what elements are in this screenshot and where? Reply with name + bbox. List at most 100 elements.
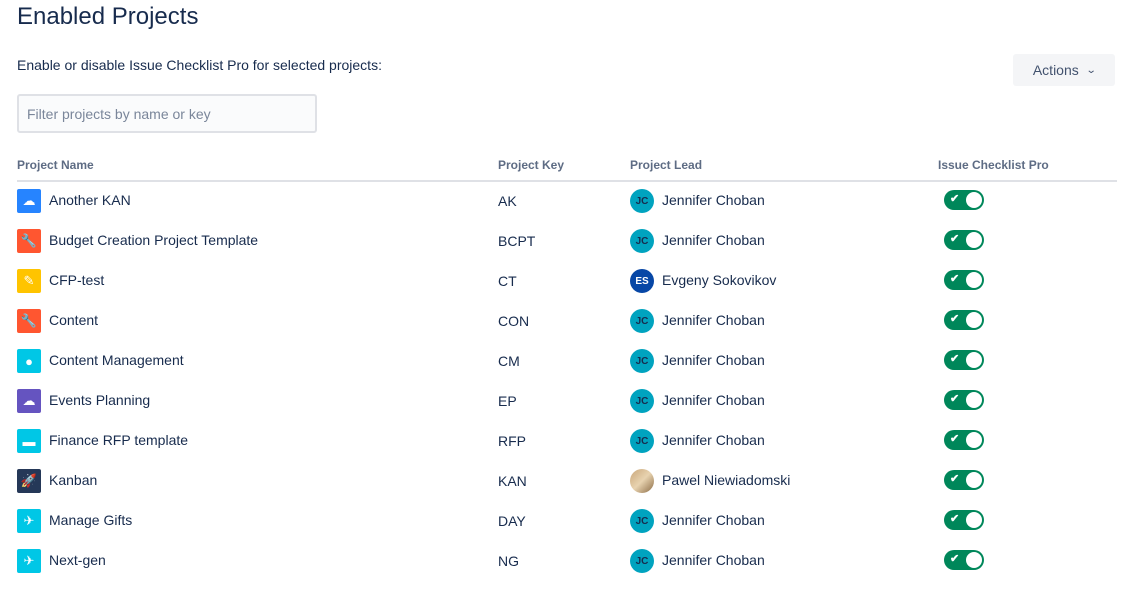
project-lead: Jennifer Choban	[662, 232, 765, 248]
plane-icon: ✈	[17, 509, 41, 533]
project-name[interactable]: Budget Creation Project Template	[49, 232, 259, 248]
avatar: JC	[630, 549, 654, 573]
check-icon: ✔	[950, 353, 960, 365]
toggle-knob	[966, 232, 982, 248]
toggle-knob	[966, 552, 982, 568]
project-name[interactable]: Content	[49, 312, 99, 328]
battery-icon: ▬	[17, 429, 41, 453]
toggle-knob	[966, 352, 982, 368]
header-project-lead: Project Lead	[630, 158, 703, 172]
avatar: JC	[630, 189, 654, 213]
table-row: ● Content Management CM JC Jennifer Chob…	[17, 340, 1117, 380]
storm-cloud-icon: ☁	[17, 389, 41, 413]
check-icon: ✔	[950, 473, 960, 485]
header-issue-checklist-pro: Issue Checklist Pro	[938, 158, 1049, 172]
project-lead: Evgeny Sokovikov	[662, 272, 777, 288]
toggle-knob	[966, 272, 982, 288]
project-name[interactable]: Next-gen	[49, 552, 106, 568]
toggle-knob	[966, 472, 982, 488]
table-row: ✈ Manage Gifts DAY JC Jennifer Choban ✔	[17, 500, 1117, 540]
table-row: 🚀 Kanban KAN Pawel Niewiadomski ✔	[17, 460, 1117, 500]
project-lead: Jennifer Choban	[662, 352, 765, 368]
issue-checklist-toggle[interactable]: ✔	[944, 190, 984, 210]
wrench-icon: 🔧	[17, 229, 41, 253]
project-name[interactable]: Events Planning	[49, 392, 151, 408]
avatar: JC	[630, 309, 654, 333]
table-row: ☁ Another KAN AK JC Jennifer Choban ✔	[17, 180, 1117, 220]
project-name[interactable]: CFP-test	[49, 272, 105, 288]
robot-icon: ●	[17, 349, 41, 373]
project-key: BCPT	[498, 233, 536, 249]
issue-checklist-toggle[interactable]: ✔	[944, 350, 984, 370]
actions-label: Actions	[1032, 62, 1079, 78]
project-lead: Jennifer Choban	[662, 392, 765, 408]
avatar: JC	[630, 349, 654, 373]
issue-checklist-toggle[interactable]: ✔	[944, 510, 984, 530]
project-lead: Pawel Niewiadomski	[662, 472, 791, 488]
avatar: JC	[630, 229, 654, 253]
project-lead: Jennifer Choban	[662, 512, 765, 528]
project-name[interactable]: Another KAN	[49, 192, 131, 208]
table-row: ☁ Events Planning EP JC Jennifer Choban …	[17, 380, 1117, 420]
project-key: DAY	[498, 513, 526, 529]
check-icon: ✔	[950, 273, 960, 285]
check-icon: ✔	[950, 513, 960, 525]
table-row: ✎ CFP-test CT ES Evgeny Sokovikov ✔	[17, 260, 1117, 300]
project-key: CON	[498, 313, 530, 329]
avatar: JC	[630, 389, 654, 413]
project-lead: Jennifer Choban	[662, 312, 765, 328]
check-icon: ✔	[950, 393, 960, 405]
avatar: JC	[630, 509, 654, 533]
avatar: JC	[630, 429, 654, 453]
check-icon: ✔	[950, 233, 960, 245]
issue-checklist-toggle[interactable]: ✔	[944, 470, 984, 490]
issue-checklist-toggle[interactable]: ✔	[944, 390, 984, 410]
project-name[interactable]: Finance RFP template	[49, 432, 189, 448]
table-row: 🔧 Content CON JC Jennifer Choban ✔	[17, 300, 1117, 340]
header-project-key: Project Key	[498, 158, 565, 172]
plane-icon: ✈	[17, 549, 41, 573]
cloud-icon: ☁	[17, 189, 41, 213]
toggle-knob	[966, 512, 982, 528]
table-header: Project Name Project Key Project Lead Is…	[17, 158, 1117, 182]
page-subtitle: Enable or disable Issue Checklist Pro fo…	[17, 57, 382, 73]
header-project-name: Project Name	[17, 158, 94, 172]
project-key: NG	[498, 553, 519, 569]
check-icon: ✔	[950, 433, 960, 445]
issue-checklist-toggle[interactable]: ✔	[944, 550, 984, 570]
issue-checklist-toggle[interactable]: ✔	[944, 430, 984, 450]
project-lead: Jennifer Choban	[662, 192, 765, 208]
issue-checklist-toggle[interactable]: ✔	[944, 270, 984, 290]
check-icon: ✔	[950, 193, 960, 205]
project-name[interactable]: Content Management	[49, 352, 184, 368]
issue-checklist-toggle[interactable]: ✔	[944, 310, 984, 330]
actions-button[interactable]: Actions ⌄	[1013, 54, 1115, 86]
project-key: KAN	[498, 473, 527, 489]
check-icon: ✔	[950, 553, 960, 565]
issue-checklist-toggle[interactable]: ✔	[944, 230, 984, 250]
project-name[interactable]: Manage Gifts	[49, 512, 133, 528]
project-lead: Jennifer Choban	[662, 432, 765, 448]
avatar	[630, 469, 654, 493]
check-icon: ✔	[950, 313, 960, 325]
avatar: ES	[630, 269, 654, 293]
table-row: ✈ Next-gen NG JC Jennifer Choban ✔	[17, 540, 1117, 580]
project-lead: Jennifer Choban	[662, 552, 765, 568]
project-key: CT	[498, 273, 517, 289]
filter-projects-input[interactable]	[17, 94, 317, 133]
project-name[interactable]: Kanban	[49, 472, 98, 488]
page-title: Enabled Projects	[17, 3, 199, 30]
pencil-icon: ✎	[17, 269, 41, 293]
project-key: EP	[498, 393, 517, 409]
table-row: 🔧 Budget Creation Project Template BCPT …	[17, 220, 1117, 260]
project-key: RFP	[498, 433, 526, 449]
project-key: CM	[498, 353, 520, 369]
toggle-knob	[966, 192, 982, 208]
toggle-knob	[966, 432, 982, 448]
toggle-knob	[966, 392, 982, 408]
wrench-icon: 🔧	[17, 309, 41, 333]
table-row: ▬ Finance RFP template RFP JC Jennifer C…	[17, 420, 1117, 460]
rocket-icon: 🚀	[17, 469, 41, 493]
chevron-down-icon: ⌄	[1085, 64, 1097, 76]
toggle-knob	[966, 312, 982, 328]
